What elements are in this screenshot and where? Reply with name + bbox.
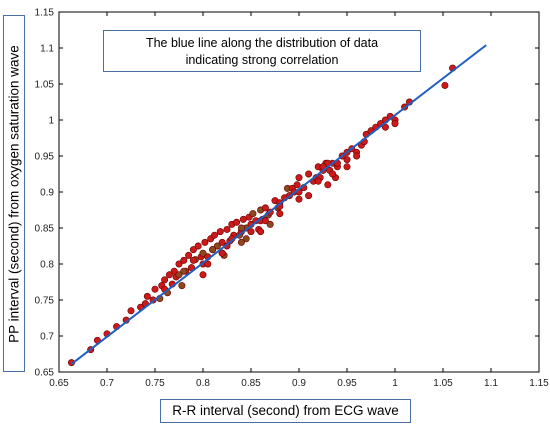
data-point — [175, 260, 183, 268]
data-point — [161, 276, 169, 284]
data-point — [237, 224, 245, 232]
data-point — [305, 192, 313, 200]
data-point — [237, 238, 245, 246]
y-tick-label: 0.8 — [40, 260, 54, 271]
data-point — [189, 246, 197, 254]
axis-ticks: 0.65 0.7 0.75 0.8 0.85 0.9 0.95 1 1.05 1.1 1.15 0.6… — [35, 8, 550, 390]
x-tick-label: 1.15 — [529, 378, 549, 389]
data-point — [343, 163, 351, 171]
data-point — [257, 228, 265, 236]
data-point — [381, 123, 389, 131]
data-point — [249, 210, 257, 218]
annotation-line-1: The blue line along the distribution of … — [145, 36, 379, 50]
data-point — [353, 152, 361, 160]
data-point — [293, 181, 301, 189]
annotation-box: The blue line along the distribution of … — [103, 30, 421, 72]
x-tick-label: 0.9 — [292, 378, 306, 389]
data-point — [242, 235, 250, 243]
data-point — [441, 81, 449, 89]
data-point — [343, 156, 351, 164]
data-point — [199, 271, 207, 279]
data-point — [247, 228, 255, 236]
data-point — [216, 228, 224, 236]
x-tick-label: 0.65 — [49, 378, 69, 389]
y-tick-label: 1.05 — [35, 80, 55, 91]
data-point — [204, 260, 212, 268]
data-point — [324, 181, 332, 189]
x-tick-label: 0.7 — [100, 378, 114, 389]
data-point — [314, 177, 322, 185]
data-point — [305, 170, 313, 178]
y-axis-label-box: PP interval (second) from oxygen saturat… — [3, 15, 25, 372]
y-tick-label: 0.7 — [40, 332, 54, 343]
data-point — [223, 225, 231, 233]
data-point — [391, 120, 399, 128]
annotation-line-2: indicating strong correlation — [185, 53, 339, 67]
fit-line-group — [70, 44, 487, 365]
data-point — [233, 218, 241, 226]
x-tick-label: 0.95 — [337, 378, 357, 389]
y-tick-label: 1 — [48, 116, 54, 127]
data-point — [194, 242, 202, 250]
data-point — [175, 271, 183, 279]
data-point — [218, 238, 226, 246]
data-point — [189, 256, 197, 264]
data-point — [329, 170, 337, 178]
data-point — [261, 217, 269, 225]
data-point — [199, 249, 207, 257]
x-tick-label: 1 — [392, 378, 398, 389]
x-tick-label: 1.1 — [484, 378, 498, 389]
y-tick-label: 0.95 — [35, 152, 55, 163]
data-point — [295, 195, 303, 203]
data-point — [178, 282, 186, 290]
y-tick-label: 0.65 — [35, 368, 55, 379]
data-point — [209, 246, 217, 254]
data-point — [201, 238, 209, 246]
data-point — [218, 249, 226, 257]
data-point — [266, 220, 274, 228]
y-tick-label: 0.9 — [40, 188, 54, 199]
data-point — [180, 256, 188, 264]
data-point — [261, 204, 269, 212]
data-point — [127, 307, 135, 315]
data-points — [67, 64, 457, 367]
data-point — [213, 242, 221, 250]
x-tick-label: 0.8 — [196, 378, 210, 389]
x-tick-label: 1.05 — [433, 378, 453, 389]
y-tick-label: 1.1 — [40, 44, 54, 55]
data-point — [143, 292, 151, 300]
data-point — [295, 174, 303, 182]
x-tick-label: 0.85 — [241, 378, 261, 389]
data-point — [151, 285, 159, 293]
y-tick-label: 0.75 — [35, 296, 55, 307]
data-point — [239, 215, 247, 223]
x-axis-label: R-R interval (second) from ECG wave — [160, 399, 411, 423]
data-point — [185, 251, 193, 259]
fit-line — [70, 44, 487, 365]
data-point — [165, 271, 173, 279]
y-axis-label: PP interval (second) from oxygen saturat… — [6, 44, 22, 343]
x-tick-label: 0.75 — [145, 378, 165, 389]
data-point — [180, 267, 188, 275]
data-point — [276, 210, 284, 218]
data-point — [211, 231, 219, 239]
y-tick-label: 0.85 — [35, 224, 55, 235]
y-tick-label: 1.15 — [35, 8, 55, 19]
